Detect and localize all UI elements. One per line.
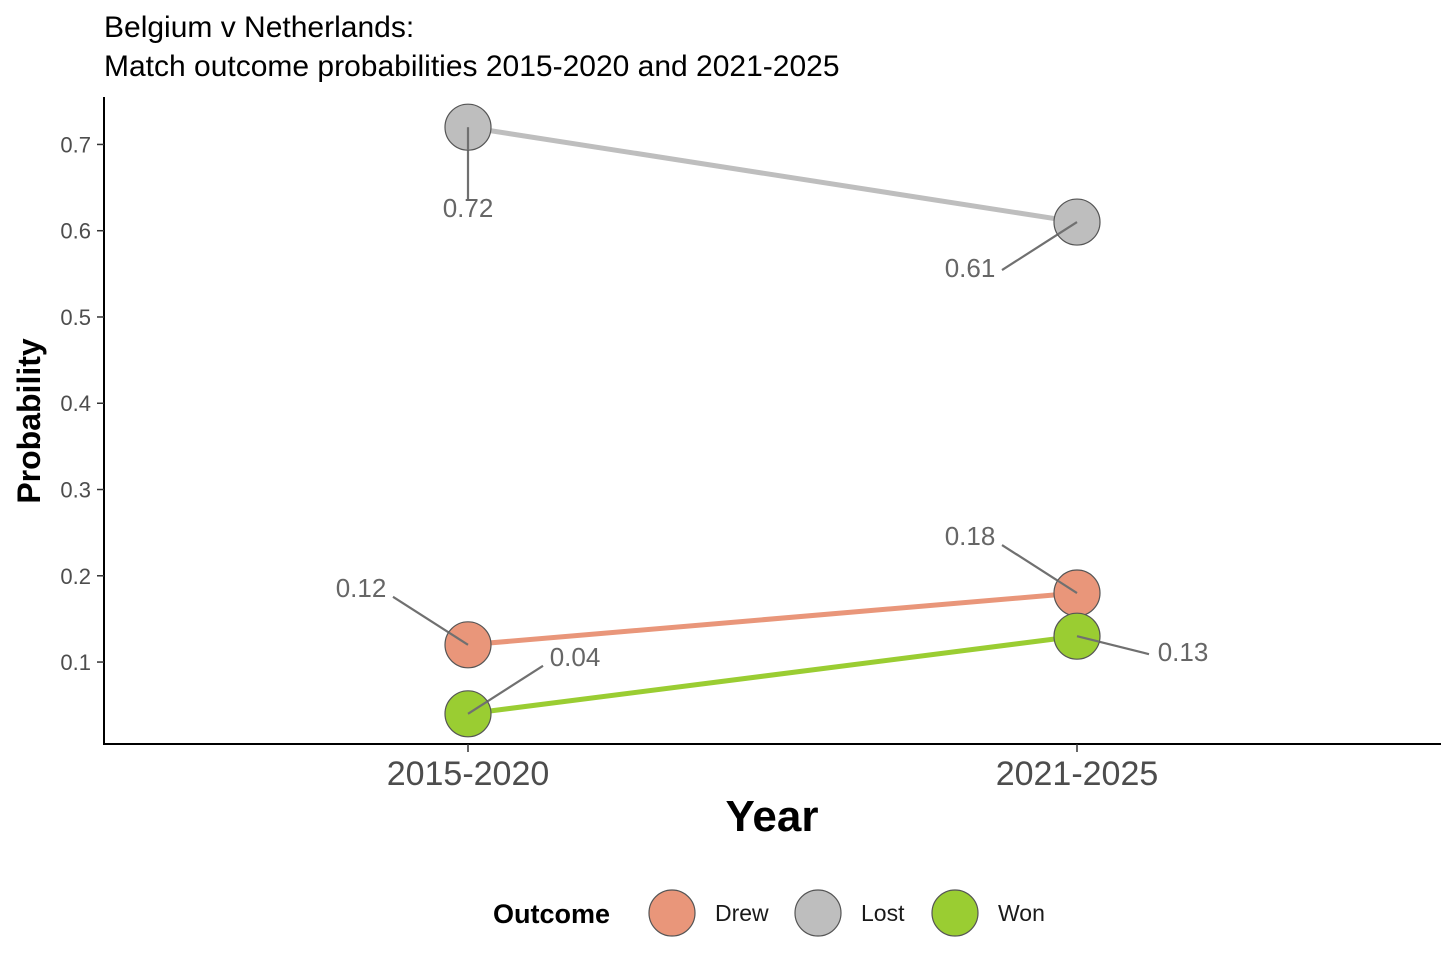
x-tick-label: 2021-2025: [996, 755, 1159, 793]
leader-line-inner-won: [467, 700, 488, 715]
legend-title: Outcome: [493, 899, 610, 929]
legend: Outcome Drew Lost Won: [493, 889, 1045, 937]
axes: [103, 97, 1441, 745]
series-line-lost: [467, 124, 1078, 225]
data-label-lost: 0.61: [945, 253, 996, 283]
y-tick-label: 0.1: [60, 650, 91, 675]
data-label-drew: 0.18: [945, 521, 996, 551]
y-tick-label: 0.2: [60, 564, 91, 589]
chart-title: Belgium v Netherlands: Match outcome pro…: [104, 11, 840, 83]
legend-label-won: Won: [998, 900, 1045, 926]
y-ticks: 0.1 0.2 0.3 0.4 0.5 0.6 0.7: [60, 132, 104, 675]
leader-line-inner-lost: [1057, 221, 1078, 236]
series-lines: [467, 124, 1078, 717]
x-tick-label: 2015-2020: [387, 755, 550, 793]
y-tick-label: 0.4: [60, 391, 91, 416]
legend-label-drew: Drew: [715, 900, 769, 926]
data-labels: 0.12 0.18 0.72 0.61 0.04 0.13: [336, 127, 1209, 715]
y-tick-label: 0.3: [60, 478, 91, 503]
leader-line-inner-drew: [448, 631, 469, 646]
series-line-drew: [467, 590, 1078, 648]
series-line-won: [467, 633, 1078, 717]
chart-title-line-2: Match outcome probabilities 2015-2020 an…: [104, 50, 840, 83]
x-ticks: 2015-2020 2021-2025: [387, 744, 1159, 793]
data-label-won: 0.04: [550, 642, 601, 672]
chart-title-line-1: Belgium v Netherlands:: [104, 11, 414, 44]
leader-line-inner-won: [1076, 635, 1100, 643]
y-tick-label: 0.7: [60, 132, 91, 157]
series-points: [444, 103, 1101, 738]
legend-label-lost: Lost: [861, 900, 905, 926]
x-axis-title: Year: [726, 792, 819, 841]
leader-line-inner-drew: [1057, 579, 1078, 594]
y-tick-label: 0.5: [60, 305, 91, 330]
y-tick-label: 0.6: [60, 219, 91, 244]
y-axis-title: Probability: [11, 338, 47, 504]
legend-key-drew: [648, 889, 696, 937]
legend-key-lost: [794, 889, 842, 937]
data-label-drew: 0.12: [336, 573, 387, 603]
data-label-won: 0.13: [1158, 637, 1209, 667]
legend-key-won: [931, 889, 979, 937]
data-label-lost: 0.72: [443, 193, 494, 223]
